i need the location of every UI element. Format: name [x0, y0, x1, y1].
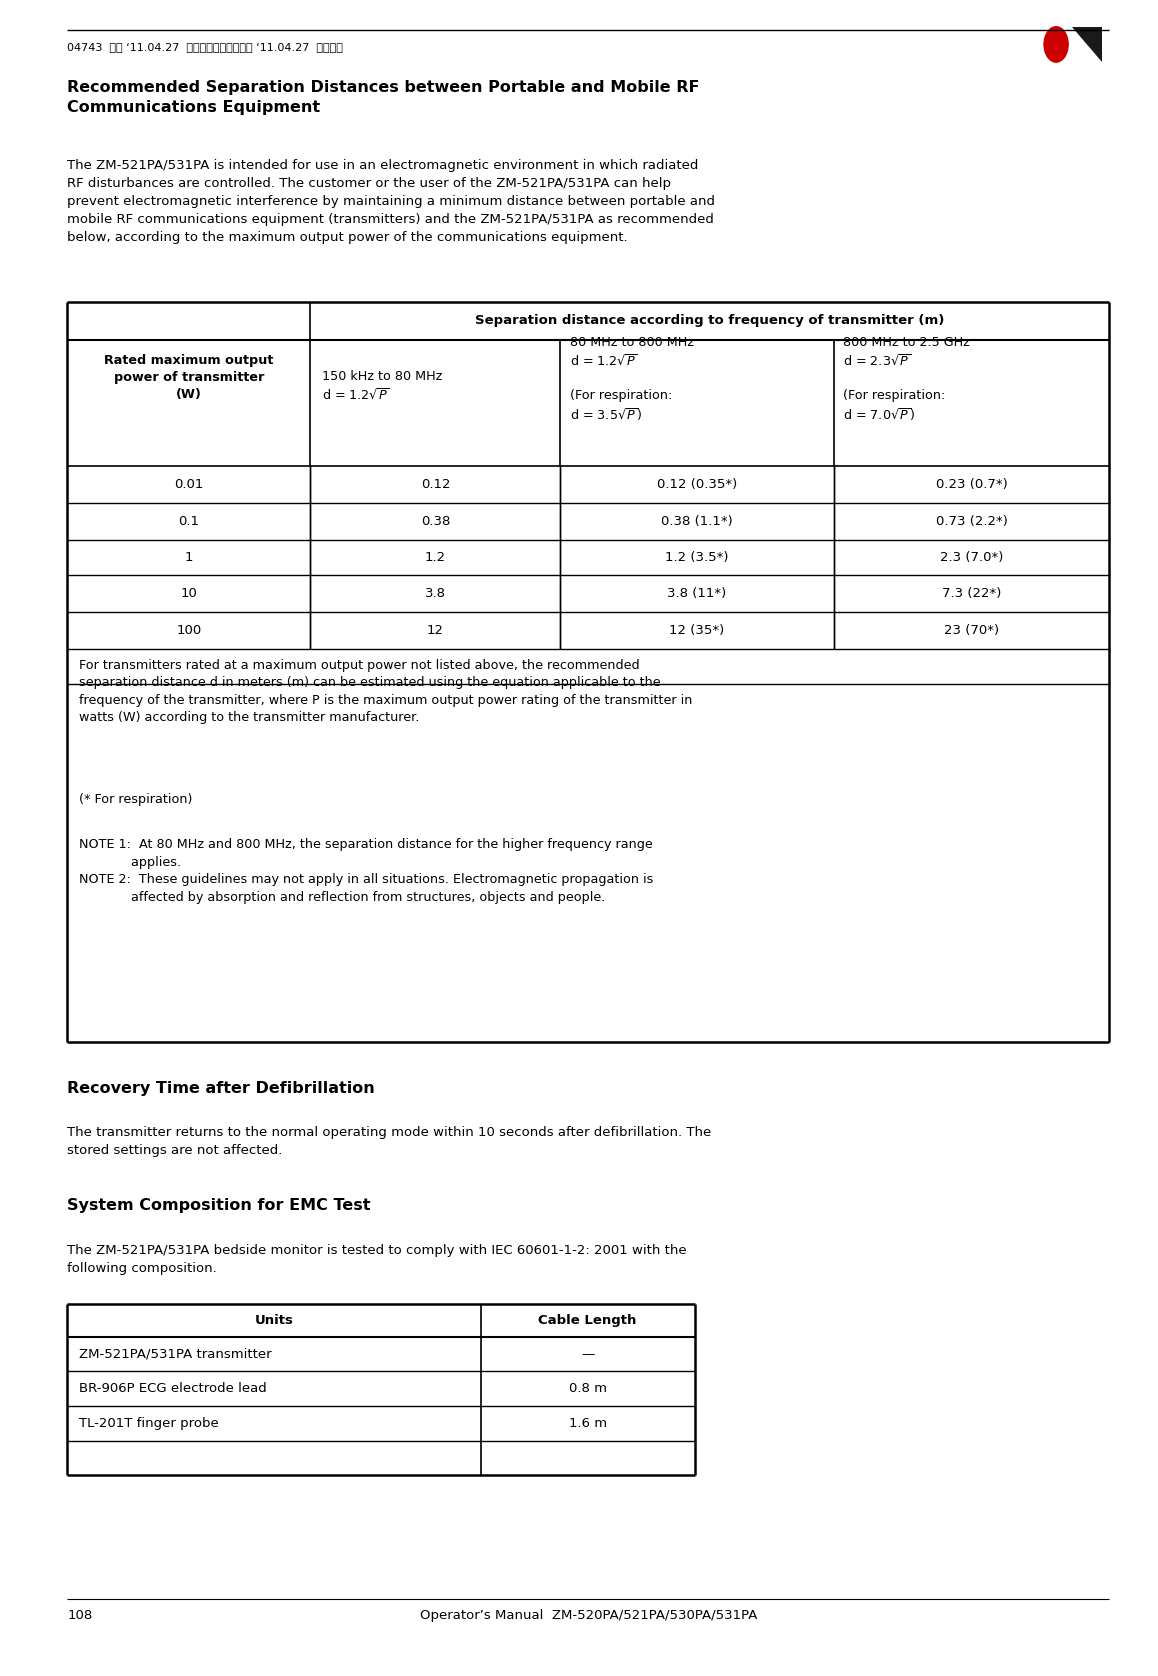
Text: 800 MHz to 2.5 GHz
d = 2.3$\sqrt{P}$

(For respiration:
d = 7.0$\sqrt{P}$): 800 MHz to 2.5 GHz d = 2.3$\sqrt{P}$ (Fo…	[843, 337, 970, 422]
Text: 0.73 (2.2*): 0.73 (2.2*)	[936, 515, 1007, 528]
Text: —: —	[581, 1348, 594, 1361]
Text: 150 kHz to 80 MHz
d = 1.2$\sqrt{P}$: 150 kHz to 80 MHz d = 1.2$\sqrt{P}$	[322, 370, 442, 402]
Text: NOTE 1:  At 80 MHz and 800 MHz, the separation distance for the higher frequency: NOTE 1: At 80 MHz and 800 MHz, the separ…	[79, 838, 653, 903]
Text: The transmitter returns to the normal operating mode within 10 seconds after def: The transmitter returns to the normal op…	[67, 1126, 711, 1156]
Text: 10: 10	[181, 587, 197, 600]
Text: 0.23 (0.7*): 0.23 (0.7*)	[936, 478, 1007, 491]
Text: 0.1: 0.1	[178, 515, 199, 528]
Text: Separation distance according to frequency of transmitter (m): Separation distance according to frequen…	[475, 315, 945, 327]
Text: 80 MHz to 800 MHz
d = 1.2$\sqrt{P}$

(For respiration:
d = 3.5$\sqrt{P}$): 80 MHz to 800 MHz d = 1.2$\sqrt{P}$ (For…	[570, 337, 694, 422]
Text: Recovery Time after Defibrillation: Recovery Time after Defibrillation	[67, 1081, 375, 1096]
Text: 12: 12	[427, 623, 444, 637]
Text: Units: Units	[255, 1314, 293, 1327]
Text: Operator’s Manual  ZM-520PA/521PA/530PA/531PA: Operator’s Manual ZM-520PA/521PA/530PA/5…	[419, 1609, 757, 1622]
Text: 0.8 m: 0.8 m	[569, 1383, 607, 1394]
Text: The ZM-521PA/531PA bedside monitor is tested to comply with IEC 60601-1-2: 2001 : The ZM-521PA/531PA bedside monitor is te…	[67, 1244, 687, 1274]
Text: 2.3 (7.0*): 2.3 (7.0*)	[940, 551, 1003, 563]
Text: (* For respiration): (* For respiration)	[79, 793, 192, 806]
Text: Cable Length: Cable Length	[538, 1314, 637, 1327]
Text: The ZM-521PA/531PA is intended for use in an electromagnetic environment in whic: The ZM-521PA/531PA is intended for use i…	[67, 159, 716, 245]
Text: 1.2: 1.2	[425, 551, 446, 563]
Polygon shape	[1072, 27, 1102, 62]
Text: Rated maximum output
power of transmitter
(W): Rated maximum output power of transmitte…	[104, 354, 273, 401]
Text: 0.38 (1.1*): 0.38 (1.1*)	[661, 515, 733, 528]
Text: 3.8: 3.8	[425, 587, 446, 600]
Text: BR-906P ECG electrode lead: BR-906P ECG electrode lead	[79, 1383, 266, 1394]
Circle shape	[1043, 27, 1069, 62]
Text: 23 (70*): 23 (70*)	[944, 623, 999, 637]
Text: 04743  作成 ‘11.04.27  阿山　悠己　　　承認 ‘11.04.27  真柄　睹: 04743 作成 ‘11.04.27 阿山 悠己 承認 ‘11.04.27 真柄…	[67, 42, 343, 52]
Text: 0.12 (0.35*): 0.12 (0.35*)	[657, 478, 738, 491]
Text: 0.12: 0.12	[420, 478, 450, 491]
Text: 12 (35*): 12 (35*)	[669, 623, 725, 637]
Text: 7.3 (22*): 7.3 (22*)	[941, 587, 1002, 600]
Text: 0.01: 0.01	[174, 478, 204, 491]
Text: ZM-521PA/531PA transmitter: ZM-521PA/531PA transmitter	[79, 1348, 271, 1361]
Text: 1.6 m: 1.6 m	[569, 1418, 607, 1430]
Text: 3.8 (11*): 3.8 (11*)	[667, 587, 727, 600]
Text: TL-201T finger probe: TL-201T finger probe	[79, 1418, 219, 1430]
Text: 100: 100	[176, 623, 201, 637]
Text: 108: 108	[67, 1609, 93, 1622]
Text: 1.2 (3.5*): 1.2 (3.5*)	[666, 551, 728, 563]
Text: For transmitters rated at a maximum output power not listed above, the recommend: For transmitters rated at a maximum outp…	[79, 659, 692, 724]
Text: System Composition for EMC Test: System Composition for EMC Test	[67, 1198, 371, 1213]
Text: 0.38: 0.38	[420, 515, 450, 528]
Text: Recommended Separation Distances between Portable and Mobile RF
Communications E: Recommended Separation Distances between…	[67, 80, 699, 114]
Text: 1: 1	[184, 551, 193, 563]
